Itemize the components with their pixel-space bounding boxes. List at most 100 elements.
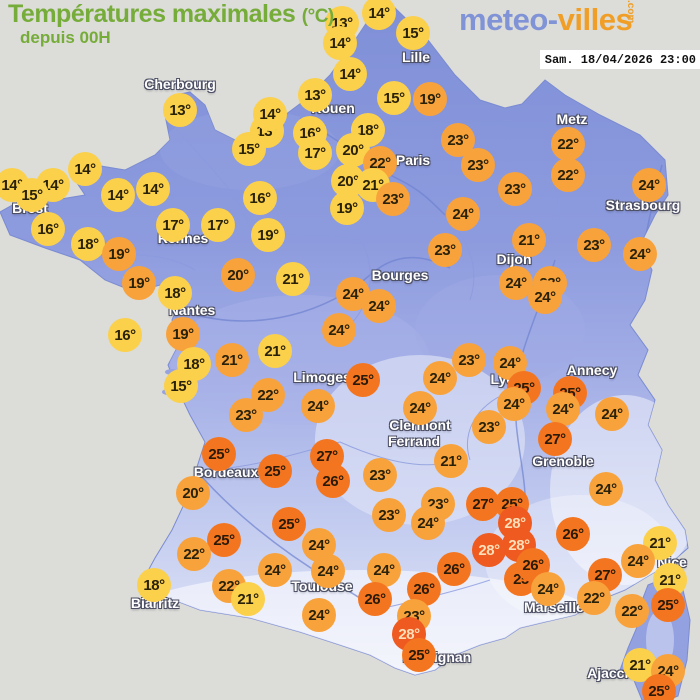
- temp-bubble[interactable]: 23°: [372, 498, 406, 532]
- temp-bubble[interactable]: 24°: [528, 280, 562, 314]
- temp-bubble[interactable]: 24°: [423, 361, 457, 395]
- temp-bubble[interactable]: 23°: [229, 398, 263, 432]
- temp-bubble[interactable]: 17°: [201, 208, 235, 242]
- temp-bubble[interactable]: 24°: [446, 197, 480, 231]
- temp-bubble[interactable]: 19°: [330, 191, 364, 225]
- temp-bubble[interactable]: 24°: [632, 168, 666, 202]
- temp-bubble[interactable]: 15°: [15, 178, 49, 212]
- temp-bubble[interactable]: 24°: [493, 346, 527, 380]
- temp-bubble[interactable]: 17°: [298, 136, 332, 170]
- temp-bubble[interactable]: 15°: [232, 132, 266, 166]
- temp-bubble[interactable]: 26°: [437, 552, 471, 586]
- logo-suffix-com: .com: [625, 0, 637, 24]
- logo-part-villes: villes: [557, 2, 633, 37]
- page-title: Températures maximales (°C): [8, 0, 334, 29]
- temp-bubble[interactable]: 19°: [102, 237, 136, 271]
- temp-bubble[interactable]: 18°: [158, 276, 192, 310]
- temp-bubble[interactable]: 14°: [68, 152, 102, 186]
- temp-bubble[interactable]: 14°: [136, 172, 170, 206]
- temp-bubble[interactable]: 25°: [202, 437, 236, 471]
- temp-bubble[interactable]: 21°: [215, 343, 249, 377]
- temp-bubble[interactable]: 24°: [403, 391, 437, 425]
- temp-bubble[interactable]: 24°: [301, 389, 335, 423]
- temp-bubble[interactable]: 19°: [251, 218, 285, 252]
- temp-bubble[interactable]: 25°: [642, 674, 676, 700]
- temp-bubble[interactable]: 25°: [402, 638, 436, 672]
- temp-bubble[interactable]: 25°: [346, 363, 380, 397]
- temp-bubble[interactable]: 25°: [272, 507, 306, 541]
- temp-bubble[interactable]: 14°: [323, 26, 357, 60]
- temp-bubble[interactable]: 15°: [164, 369, 198, 403]
- temp-bubble[interactable]: 14°: [333, 57, 367, 91]
- temp-bubble[interactable]: 14°: [101, 178, 135, 212]
- temp-bubble[interactable]: 23°: [461, 148, 495, 182]
- temp-bubble[interactable]: 23°: [428, 233, 462, 267]
- temp-bubble[interactable]: 22°: [551, 127, 585, 161]
- temp-bubble[interactable]: 24°: [589, 472, 623, 506]
- temp-bubble[interactable]: 19°: [413, 82, 447, 116]
- temp-bubble[interactable]: 21°: [231, 582, 265, 616]
- temp-bubble[interactable]: 14°: [253, 97, 287, 131]
- temp-bubble[interactable]: 24°: [499, 266, 533, 300]
- temp-bubble[interactable]: 20°: [176, 476, 210, 510]
- temp-bubble[interactable]: 21°: [258, 334, 292, 368]
- temp-bubble[interactable]: 25°: [258, 454, 292, 488]
- temp-bubble[interactable]: 15°: [377, 81, 411, 115]
- temp-bubble[interactable]: 24°: [621, 544, 655, 578]
- page-title-unit: (°C): [301, 6, 334, 27]
- temp-bubble[interactable]: 25°: [207, 523, 241, 557]
- timestamp-badge: Sam. 18/04/2026 23:00: [539, 50, 700, 69]
- temp-bubble[interactable]: 13°: [298, 78, 332, 112]
- temp-bubble[interactable]: 25°: [651, 588, 685, 622]
- temp-bubble[interactable]: 23°: [363, 458, 397, 492]
- temp-bubble[interactable]: 21°: [276, 262, 310, 296]
- temp-bubble[interactable]: 24°: [411, 506, 445, 540]
- temp-bubble[interactable]: 26°: [358, 582, 392, 616]
- temp-bubble[interactable]: 16°: [108, 318, 142, 352]
- temp-bubble[interactable]: 24°: [302, 598, 336, 632]
- temp-bubble[interactable]: 13°: [163, 93, 197, 127]
- temp-bubble[interactable]: 19°: [122, 266, 156, 300]
- temp-bubble[interactable]: 24°: [258, 553, 292, 587]
- temp-bubble[interactable]: 22°: [615, 594, 649, 628]
- temp-bubble[interactable]: 24°: [497, 387, 531, 421]
- temp-bubble[interactable]: 26°: [316, 464, 350, 498]
- temp-bubble[interactable]: 23°: [498, 172, 532, 206]
- temp-bubble[interactable]: 14°: [362, 0, 396, 30]
- temp-bubble[interactable]: 15°: [396, 16, 430, 50]
- temp-bubble[interactable]: 24°: [362, 289, 396, 323]
- temp-bubble[interactable]: 27°: [466, 487, 500, 521]
- temp-bubble[interactable]: 18°: [71, 227, 105, 261]
- temp-bubble[interactable]: 26°: [407, 572, 441, 606]
- page-subtitle: depuis 00H: [20, 28, 111, 47]
- meteo-villes-logo[interactable]: meteo-villes.com: [459, 0, 656, 38]
- temp-bubble[interactable]: 23°: [577, 228, 611, 262]
- temp-bubble[interactable]: 22°: [551, 158, 585, 192]
- temp-bubble[interactable]: 22°: [577, 581, 611, 615]
- temp-bubble[interactable]: 24°: [595, 397, 629, 431]
- temp-bubble[interactable]: 24°: [322, 313, 356, 347]
- temp-bubble[interactable]: 24°: [311, 554, 345, 588]
- temp-bubble[interactable]: 26°: [556, 517, 590, 551]
- temp-bubble[interactable]: 18°: [137, 568, 171, 602]
- temp-bubble[interactable]: 23°: [472, 410, 506, 444]
- temp-bubble[interactable]: 22°: [177, 537, 211, 571]
- temp-bubble[interactable]: 20°: [221, 258, 255, 292]
- temp-bubble[interactable]: 24°: [531, 572, 565, 606]
- temp-bubble[interactable]: 24°: [623, 237, 657, 271]
- temp-bubble[interactable]: 21°: [512, 223, 546, 257]
- temp-bubble[interactable]: 16°: [31, 212, 65, 246]
- temp-bubble[interactable]: 27°: [538, 422, 572, 456]
- temp-bubble[interactable]: 19°: [166, 317, 200, 351]
- temp-bubble[interactable]: 16°: [243, 181, 277, 215]
- temp-bubble[interactable]: 21°: [434, 444, 468, 478]
- temp-bubble[interactable]: 23°: [376, 182, 410, 216]
- temp-bubble[interactable]: 24°: [367, 553, 401, 587]
- temp-bubble[interactable]: 24°: [546, 392, 580, 426]
- temp-bubble[interactable]: 17°: [156, 208, 190, 242]
- logo-part-meteo: meteo-: [459, 2, 558, 37]
- temp-bubble[interactable]: 23°: [452, 343, 486, 377]
- temp-bubble[interactable]: 28°: [472, 533, 506, 567]
